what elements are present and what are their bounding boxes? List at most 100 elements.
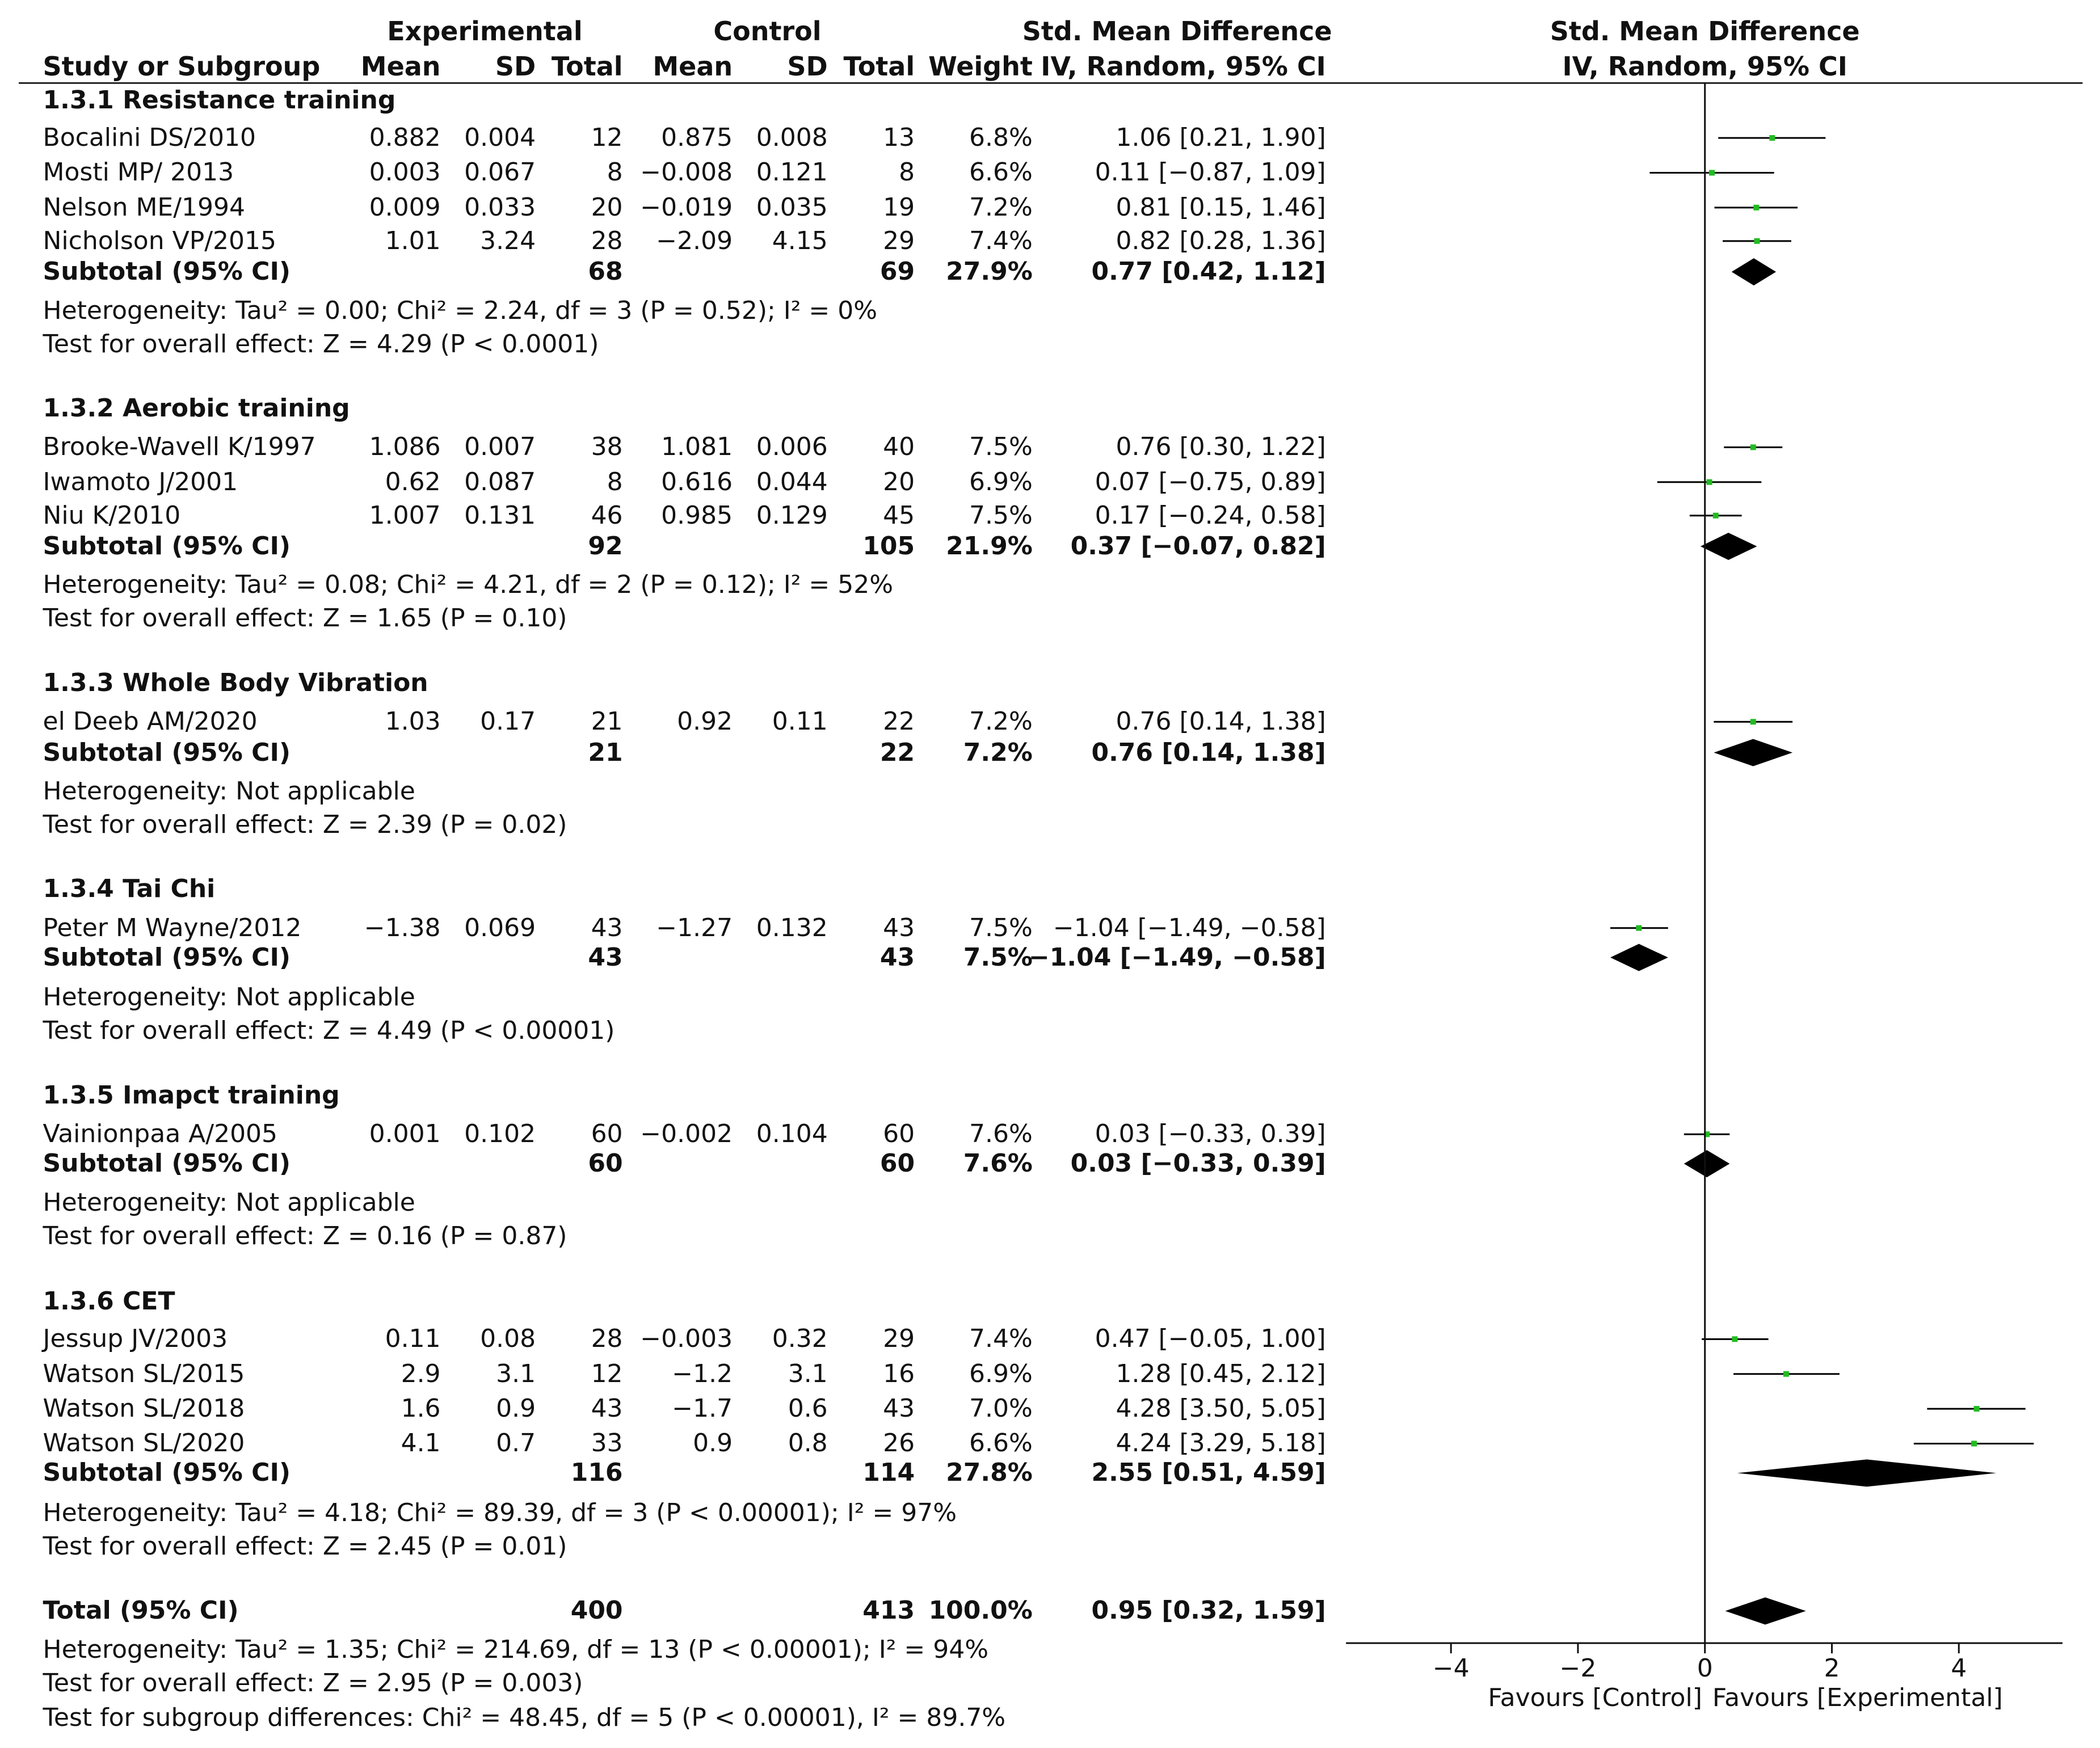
header-c-mean: Mean xyxy=(653,50,733,82)
exp-total: 43 xyxy=(591,913,623,942)
subtotal-weight: 21.9% xyxy=(946,532,1033,561)
exp-mean: 0.009 xyxy=(369,192,441,222)
overall-effect-text: Test for overall effect: Z = 4.29 (P < 0… xyxy=(43,329,599,359)
study-name: Mosti MP/ 2013 xyxy=(43,158,234,187)
ctrl-mean: −0.008 xyxy=(640,158,733,187)
ctrl-mean: 0.9 xyxy=(693,1429,733,1458)
ctrl-mean: −0.003 xyxy=(640,1324,733,1354)
subtotal-diamond-5 xyxy=(1737,1459,1997,1487)
ctrl-sd: 0.035 xyxy=(756,192,828,222)
point-estimate-0-3 xyxy=(1754,238,1760,244)
subtotal-label: Subtotal (95% CI) xyxy=(43,257,291,287)
ctrl-mean: 0.616 xyxy=(661,467,733,496)
ctrl-mean: −0.019 xyxy=(640,192,733,222)
ctrl-total: 22 xyxy=(883,707,915,736)
header-c-total: Total xyxy=(843,50,915,82)
subtotal-exp-total: 21 xyxy=(588,738,623,767)
overall-effect-text: Test for overall effect: Z = 0.16 (P = 0… xyxy=(43,1221,567,1250)
point-estimate-0-0 xyxy=(1769,135,1775,141)
exp-total: 12 xyxy=(591,1359,623,1388)
ctrl-mean: −0.002 xyxy=(640,1119,733,1149)
exp-mean: 0.11 xyxy=(385,1324,441,1354)
subtotal-diamond-0 xyxy=(1731,258,1777,286)
study-name: Bocalini DS/2010 xyxy=(43,123,256,153)
subtotal-diamond-2 xyxy=(1714,739,1793,766)
total-ctrl-total: 413 xyxy=(862,1596,915,1625)
x-tick-label: 4 xyxy=(1951,1653,1967,1683)
heterogeneity-text: Heterogeneity: Tau² = 0.00; Chi² = 2.24,… xyxy=(43,296,878,325)
exp-mean: −1.38 xyxy=(364,913,441,942)
header-smd: Std. Mean Difference xyxy=(1022,16,1332,47)
subgroup-title: 1.3.3 Whole Body Vibration xyxy=(43,668,428,697)
header-plot-method: IV, Random, 95% CI xyxy=(1562,50,1848,82)
total-label: Total (95% CI) xyxy=(43,1596,239,1625)
exp-mean: 0.003 xyxy=(369,158,441,187)
exp-sd: 0.087 xyxy=(464,467,536,496)
header-e-mean: Mean xyxy=(360,50,441,82)
total-weight: 100.0% xyxy=(928,1596,1033,1625)
ctrl-total: 16 xyxy=(883,1359,915,1388)
subtotal-ctrl-total: 105 xyxy=(862,532,915,561)
exp-total: 28 xyxy=(591,226,623,255)
study-ci: 4.24 [3.29, 5.18] xyxy=(1116,1429,1326,1458)
ctrl-total: 20 xyxy=(883,467,915,496)
header-e-total: Total xyxy=(551,50,623,82)
study-ci: 0.76 [0.14, 1.38] xyxy=(1116,707,1326,736)
point-estimate-4-0 xyxy=(1704,1131,1710,1138)
subtotal-ci: 2.55 [0.51, 4.59] xyxy=(1091,1458,1326,1488)
subtotal-diamond-3 xyxy=(1610,944,1668,971)
study-name: Watson SL/2020 xyxy=(43,1429,245,1458)
point-estimate-1-0 xyxy=(1750,444,1756,450)
ctrl-sd: 0.6 xyxy=(788,1394,828,1423)
subtotal-weight: 27.8% xyxy=(946,1458,1033,1488)
header-experimental: Experimental xyxy=(387,16,583,47)
ctrl-total: 13 xyxy=(883,123,915,153)
overall-effect-text: Test for overall effect: Z = 2.39 (P = 0… xyxy=(43,810,567,839)
ctrl-sd: 3.1 xyxy=(788,1359,828,1388)
header-control: Control xyxy=(713,16,822,47)
header-study: Study or Subgroup xyxy=(43,50,321,82)
point-estimate-1-2 xyxy=(1712,512,1719,519)
heterogeneity-text: Heterogeneity: Tau² = 0.08; Chi² = 4.21,… xyxy=(43,570,894,600)
exp-sd: 0.007 xyxy=(464,432,536,462)
subtotal-exp-total: 60 xyxy=(588,1149,623,1178)
point-estimate-5-0 xyxy=(1732,1336,1738,1342)
ctrl-total: 60 xyxy=(883,1119,915,1149)
ctrl-sd: 0.006 xyxy=(756,432,828,462)
subtotal-weight: 7.2% xyxy=(963,738,1033,767)
subtotal-exp-total: 116 xyxy=(570,1458,623,1488)
study-ci: 0.81 [0.15, 1.46] xyxy=(1116,192,1326,222)
exp-mean: 4.1 xyxy=(401,1429,441,1458)
exp-mean: 1.03 xyxy=(385,707,441,736)
total-overall-effect: Test for overall effect: Z = 2.95 (P = 0… xyxy=(43,1668,583,1698)
point-estimate-0-1 xyxy=(1709,170,1715,176)
point-estimate-1-1 xyxy=(1706,479,1712,485)
point-estimate-0-2 xyxy=(1753,204,1760,210)
ctrl-mean: −1.27 xyxy=(656,913,733,942)
x-tick-label: 0 xyxy=(1697,1653,1713,1683)
ctrl-sd: 0.132 xyxy=(756,913,828,942)
subtotal-ci: 0.77 [0.42, 1.12] xyxy=(1091,257,1326,287)
ctrl-total: 40 xyxy=(883,432,915,462)
point-estimate-5-2 xyxy=(1973,1406,1980,1412)
exp-total: 8 xyxy=(607,158,623,187)
ctrl-sd: 0.32 xyxy=(772,1324,828,1354)
exp-mean: 1.086 xyxy=(369,432,441,462)
study-weight: 7.0% xyxy=(969,1394,1033,1423)
ctrl-total: 45 xyxy=(883,500,915,530)
subgroup-title: 1.3.5 Imapct training xyxy=(43,1080,340,1110)
ctrl-total: 19 xyxy=(883,192,915,222)
subtotal-label: Subtotal (95% CI) xyxy=(43,1149,291,1178)
subtotal-ctrl-total: 43 xyxy=(879,942,915,972)
study-weight: 7.5% xyxy=(969,432,1033,462)
subtotal-diamond-4 xyxy=(1684,1150,1730,1178)
study-name: Iwamoto J/2001 xyxy=(43,467,238,496)
favours-experimental-label: Favours [Experimental] xyxy=(1712,1683,2003,1712)
x-tick-label: −2 xyxy=(1559,1653,1597,1683)
study-ci: 0.07 [−0.75, 0.89] xyxy=(1095,467,1326,496)
study-weight: 7.4% xyxy=(969,1324,1033,1354)
exp-sd: 3.24 xyxy=(480,226,536,255)
ctrl-mean: −2.09 xyxy=(656,226,733,255)
exp-sd: 3.1 xyxy=(496,1359,536,1388)
